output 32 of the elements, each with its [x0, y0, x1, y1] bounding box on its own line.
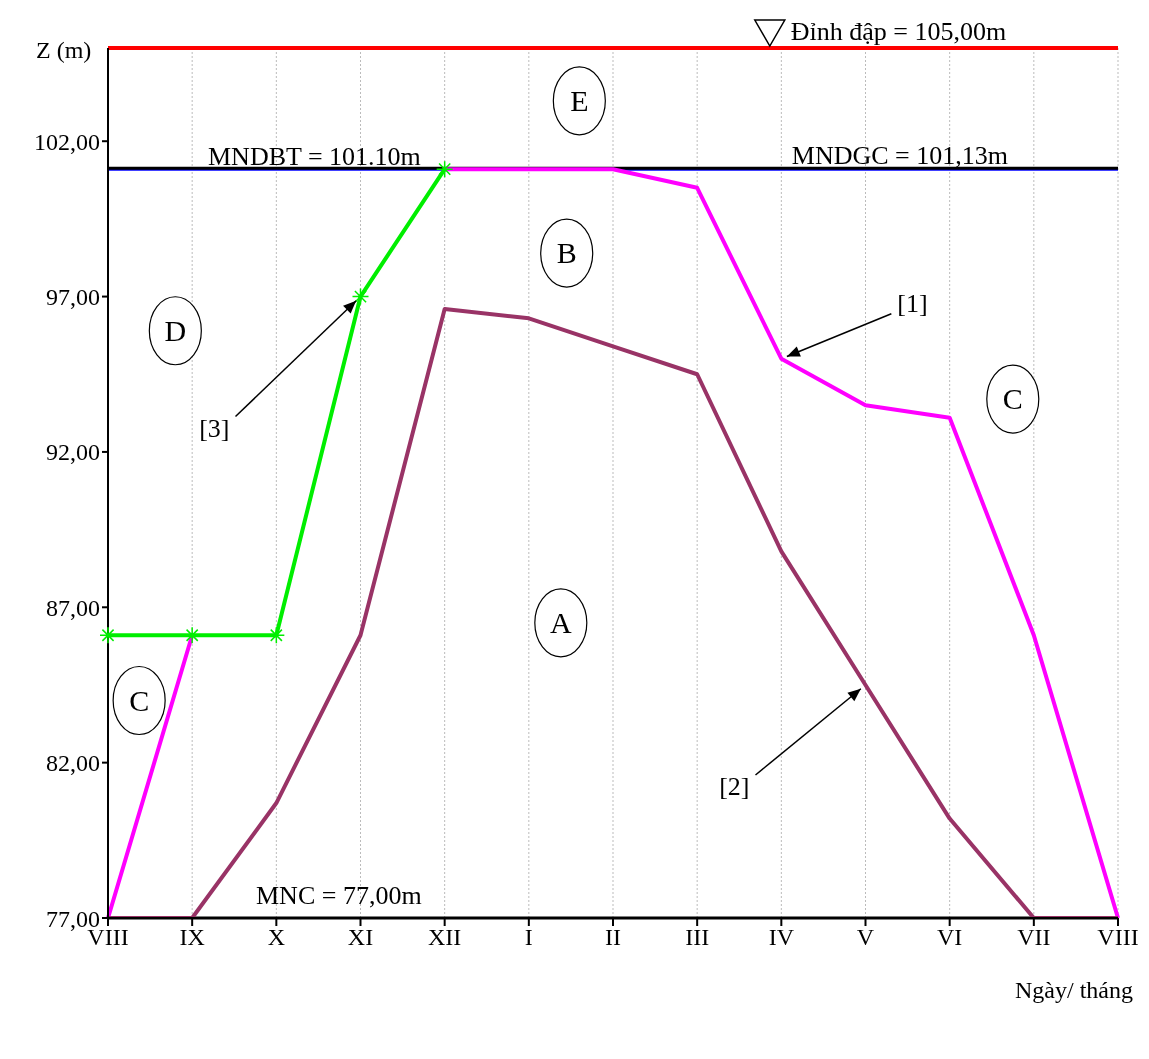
ref-line-label: MNDGC = 101,13m [791, 141, 1008, 171]
y-axis-title: Z (m) [36, 37, 92, 63]
annotation: [3] [199, 413, 230, 443]
x-tick-label: IV [768, 924, 795, 951]
annotation: D [164, 313, 187, 347]
annotation: A [549, 605, 572, 639]
annotation: C [129, 683, 150, 717]
x-tick-label: VI [937, 924, 963, 951]
x-tick-label: VII [1017, 924, 1051, 951]
x-tick-label: VIII [1097, 924, 1139, 951]
ref-line-label: MNC = 77,00m [256, 881, 422, 910]
annotation: [1] [897, 288, 928, 318]
y-tick-label: 102,00 [34, 128, 100, 155]
x-tick-label: XII [428, 924, 462, 951]
x-tick-label: XI [347, 924, 374, 951]
y-tick-label: 97,00 [46, 284, 100, 311]
x-tick-label: II [605, 924, 621, 951]
annotation: E [570, 83, 589, 117]
ref-line-label: Đỉnh đập = 105,00m [790, 17, 1007, 46]
x-tick-label: IX [179, 924, 205, 951]
x-tick-label: I [524, 924, 533, 951]
annotation: [2] [719, 771, 750, 801]
x-tick-label: V [856, 924, 875, 951]
ref-line-label: MNDBT = 101.10m [208, 142, 421, 172]
annotation: B [556, 236, 577, 270]
y-tick-label: 87,00 [46, 594, 100, 621]
y-tick-label: 92,00 [46, 439, 100, 466]
annotation: C [1002, 382, 1023, 416]
x-axis-title: Ngày/ tháng [1015, 977, 1133, 1003]
y-tick-label: 82,00 [46, 750, 100, 777]
x-tick-label: X [267, 924, 286, 951]
x-tick-label: III [685, 924, 710, 951]
